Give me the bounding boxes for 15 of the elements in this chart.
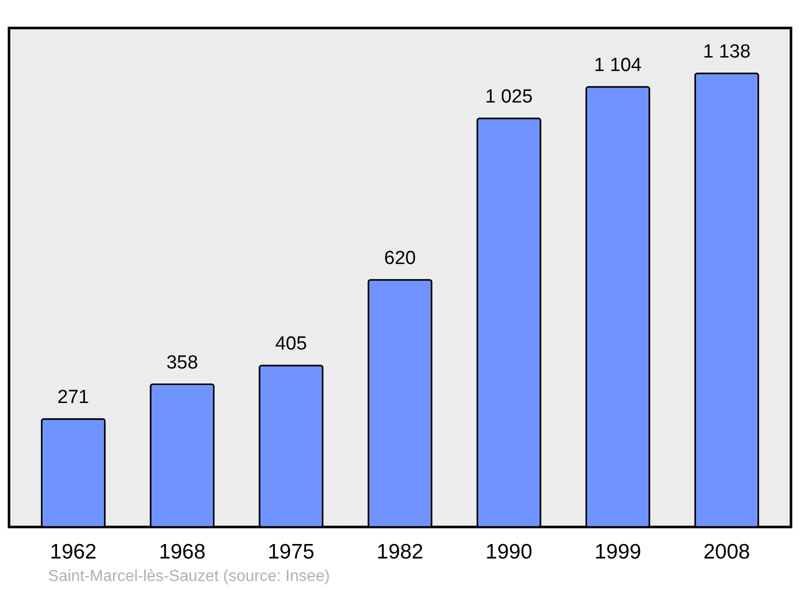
x-tick-label: 1990	[486, 540, 532, 564]
x-tick-label: 1975	[268, 540, 314, 564]
data-label: 405	[275, 334, 307, 355]
data-label: 1 104	[594, 54, 642, 76]
data-label: 271	[57, 386, 90, 408]
x-tick-label: 2008	[703, 540, 750, 564]
x-tick-label: 1999	[594, 540, 642, 564]
data-label: 620	[384, 248, 416, 269]
x-tick-label: 1982	[376, 540, 424, 564]
data-label: 358	[166, 352, 198, 374]
data-label: 1 025	[485, 86, 533, 108]
text: Saint-Marcel-lès-Sauzet (source: Insee)	[48, 568, 330, 585]
x-tick-label: 1968	[158, 540, 206, 564]
data-label: 1 138	[702, 41, 751, 62]
x-tick-label: 1962	[50, 540, 97, 564]
